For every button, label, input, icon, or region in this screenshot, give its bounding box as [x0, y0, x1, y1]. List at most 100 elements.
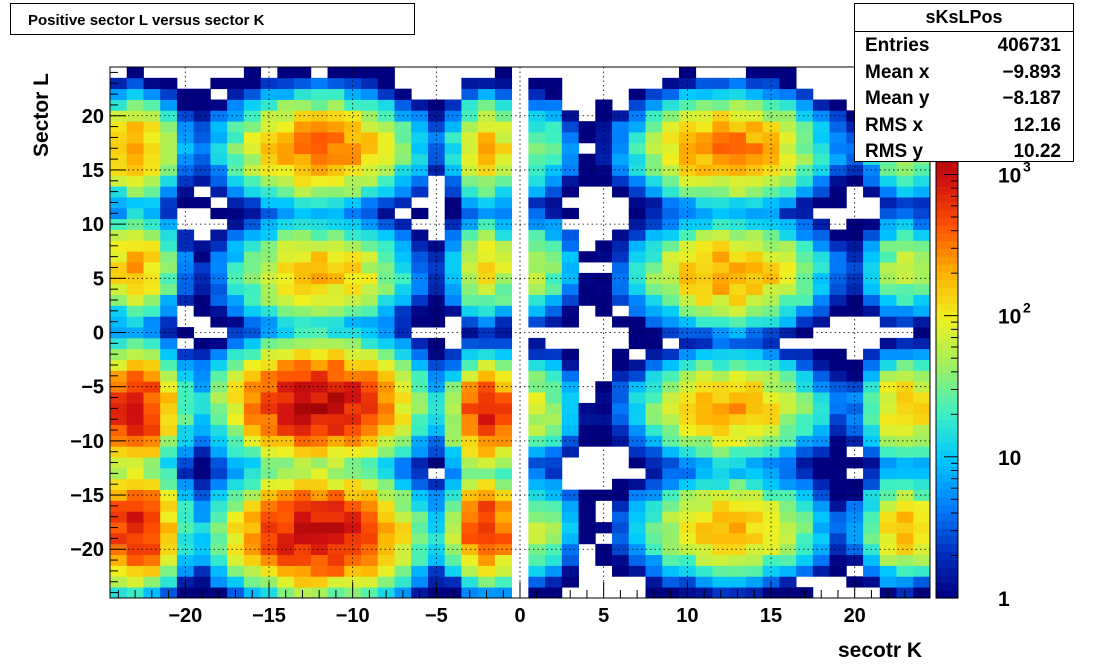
heatmap-bin: [745, 186, 764, 198]
heatmap-bin: [160, 522, 178, 534]
heatmap-bin: [327, 197, 345, 209]
heatmap-bin: [712, 532, 730, 545]
heatmap-bin: [411, 478, 429, 491]
heatmap-bin: [294, 424, 312, 436]
heatmap-bin: [645, 446, 663, 458]
heatmap-bin: [176, 370, 195, 382]
heatmap-bin: [310, 316, 328, 328]
heatmap-bin: [494, 251, 513, 263]
heatmap-bin: [528, 359, 546, 371]
heatmap-bin: [478, 565, 496, 577]
heatmap-bin: [444, 478, 462, 491]
heatmap-bin: [160, 186, 178, 198]
heatmap-bin: [829, 402, 847, 415]
heatmap-bin: [494, 500, 513, 512]
heatmap-bin: [461, 337, 479, 350]
heatmap-bin: [612, 522, 630, 534]
heatmap-bin: [294, 446, 312, 458]
palette-band: [936, 528, 958, 537]
heatmap-bin: [879, 207, 897, 220]
heatmap-bin: [628, 240, 646, 252]
heatmap-bin: [294, 532, 312, 545]
heatmap-bin: [277, 262, 295, 274]
heatmap-bin: [712, 305, 730, 317]
heatmap-bin: [779, 229, 797, 241]
heatmap-bin: [896, 392, 914, 404]
heatmap-bin: [846, 229, 864, 241]
heatmap-bin: [277, 424, 295, 436]
heatmap-bin: [913, 413, 931, 426]
palette-band: [936, 566, 958, 576]
heatmap-bin: [846, 457, 864, 469]
heatmap-bin: [110, 142, 128, 155]
x-tick-label: 10: [676, 605, 698, 627]
heatmap-bin: [745, 240, 764, 252]
heatmap-bin: [678, 186, 697, 198]
heatmap-bin: [662, 500, 680, 512]
heatmap-bin: [879, 392, 897, 404]
heatmap-bin: [829, 543, 847, 556]
heatmap-bin: [143, 88, 161, 100]
heatmap-bin: [143, 240, 161, 252]
heatmap-bin: [745, 121, 764, 133]
heatmap-bin: [294, 370, 312, 382]
heatmap-bin: [628, 413, 646, 426]
heatmap-bin: [678, 316, 697, 328]
heatmap-bin: [863, 511, 881, 523]
heatmap-bin: [863, 175, 881, 187]
heatmap-bin: [494, 327, 513, 339]
palette-band: [936, 240, 958, 250]
heatmap-bin: [344, 402, 362, 415]
heatmap-bin: [327, 316, 345, 328]
heatmap-bin: [176, 522, 195, 534]
heatmap-bin: [796, 272, 814, 285]
heatmap-bin: [712, 272, 730, 285]
heatmap-bin: [846, 478, 864, 491]
heatmap-bin: [143, 186, 161, 198]
heatmap-bin: [110, 175, 128, 187]
heatmap-bin: [310, 240, 328, 252]
heatmap-bin: [227, 132, 245, 144]
heatmap-bin: [745, 500, 764, 512]
heatmap-bin: [210, 77, 228, 90]
heatmap-bin: [277, 402, 295, 415]
heatmap-bin: [846, 522, 864, 534]
x-axis-title: secotr K: [838, 639, 922, 662]
heatmap-bin: [310, 532, 328, 545]
heatmap-bin: [243, 370, 262, 382]
heatmap-bin: [411, 164, 429, 176]
heatmap-bin: [110, 294, 128, 306]
heatmap-bin: [110, 392, 128, 404]
heatmap-bin: [126, 67, 144, 79]
heatmap-bin: [796, 392, 814, 404]
heatmap-bin: [243, 240, 262, 252]
heatmap-bin: [243, 164, 262, 176]
heatmap-bin: [110, 576, 128, 588]
heatmap-bin: [126, 511, 144, 523]
stats-label: RMS y: [865, 141, 924, 162]
heatmap-bin: [427, 511, 446, 523]
heatmap-bin: [461, 554, 479, 566]
heatmap-bin: [896, 348, 914, 360]
stats-value: −9.893: [1002, 61, 1061, 83]
heatmap-bin: [863, 392, 881, 404]
heatmap-bin: [310, 175, 328, 187]
heatmap-bin: [394, 446, 412, 458]
heatmap-bin: [478, 207, 496, 220]
palette-band: [936, 411, 958, 420]
heatmap-bin: [863, 240, 881, 252]
heatmap-bin: [143, 272, 161, 285]
heatmap-bin: [344, 283, 362, 295]
heatmap-bin: [260, 132, 278, 144]
heatmap-bin: [427, 153, 446, 165]
heatmap-bin: [277, 359, 295, 371]
heatmap-bin: [561, 229, 579, 241]
heatmap-bin: [494, 467, 513, 480]
heatmap-bin: [645, 88, 663, 100]
heatmap-bin: [879, 175, 897, 187]
heatmap-bin: [344, 500, 362, 512]
heatmap-bin: [478, 186, 496, 198]
heatmap-bin: [863, 467, 881, 480]
heatmap-bin: [796, 370, 814, 382]
